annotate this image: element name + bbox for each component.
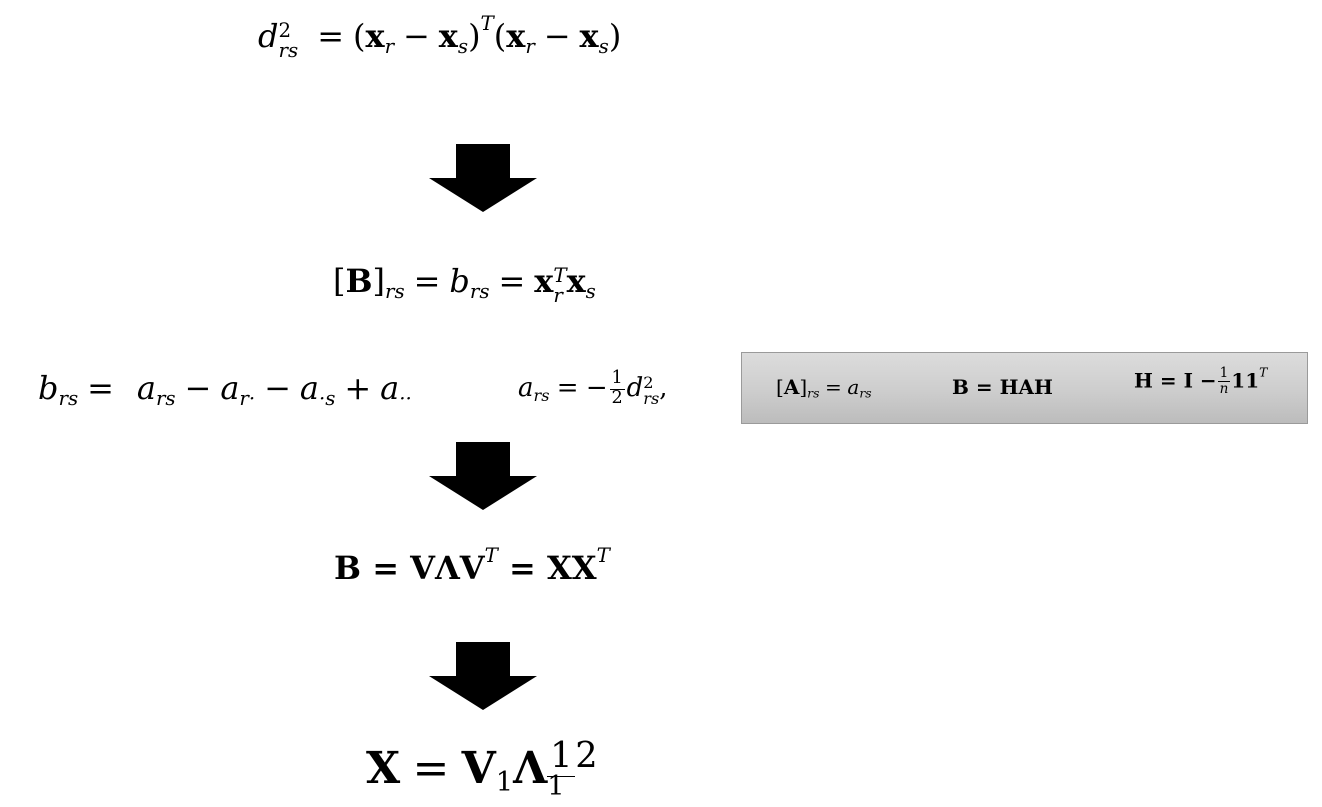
a-matrix-definition: [A]rs = ars: [776, 375, 872, 401]
eigendecomposition-formula: B = VΛVT = XXT: [334, 544, 610, 587]
coordinates-formula: X = V1Λ 12 1: [366, 735, 598, 803]
b-equals-hah: B = HAH: [952, 375, 1053, 399]
a-definition-formula: ars = −1 2 d 2 rs,: [518, 368, 668, 409]
down-arrow-icon: [429, 144, 537, 212]
distance-formula: d 2 rs = (xr − xs)T(xr − xs): [258, 12, 622, 63]
down-arrow-icon: [429, 642, 537, 710]
double-centering-formula: brs = ars − ar· − a·s + a··: [38, 369, 412, 410]
down-arrow-icon: [429, 442, 537, 510]
centering-matrix-definition: H = I −1 n 11T: [1134, 364, 1268, 397]
matrix-form-box: [A]rs = ars B = HAH H = I −1 n 11T: [741, 352, 1308, 424]
